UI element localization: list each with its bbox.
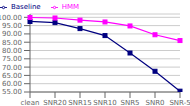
- svg-text:clean: clean: [21, 99, 40, 106]
- html-text:HMM: HMM: [61, 3, 79, 11]
- svg-text:SNR-5: SNR-5: [169, 99, 182, 106]
- svg-text:100.00: 100.00: [8, 14, 22, 22]
- svg-text:SNR5: SNR5: [121, 99, 140, 106]
- svg-text:SNR20: SNR20: [43, 99, 66, 106]
- svg-text:65.00: 65.00: [8, 72, 22, 80]
- svg-text:70.00: 70.00: [8, 64, 22, 72]
- svg-text:SNR10: SNR10: [93, 99, 116, 106]
- svg-text:SNR15: SNR15: [68, 99, 91, 106]
- svg-text:75.00: 75.00: [8, 55, 22, 63]
- svg-text:60.00: 60.00: [8, 80, 22, 88]
- svg-text:95.00: 95.00: [8, 22, 22, 30]
- svg-text:90.00: 90.00: [8, 30, 22, 38]
- html-text:Baseline: Baseline: [11, 3, 41, 11]
- svg-text:55.00: 55.00: [8, 88, 22, 96]
- svg-text:85.00: 85.00: [8, 39, 22, 47]
- svg-text:SNR0: SNR0: [146, 99, 165, 106]
- svg-text:80.00: 80.00: [8, 47, 22, 55]
